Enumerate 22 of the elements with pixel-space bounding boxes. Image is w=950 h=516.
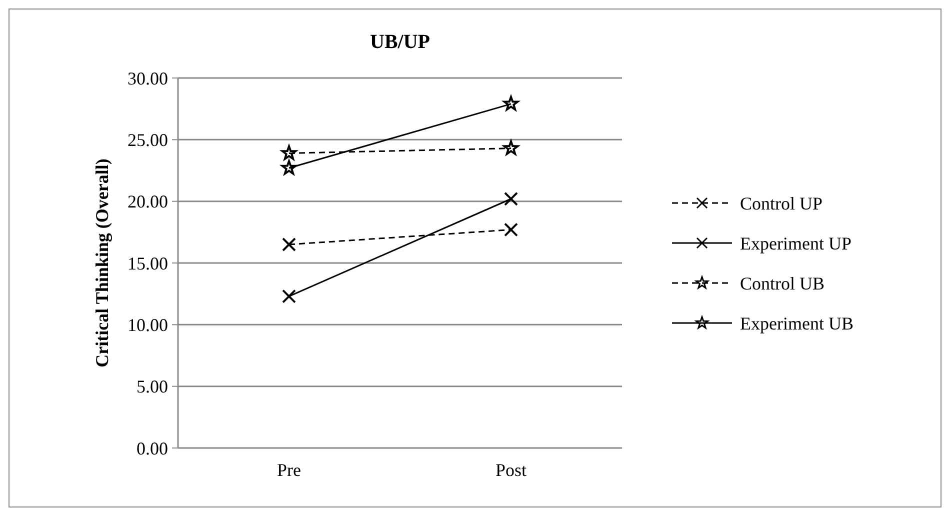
- legend-label: Control UP: [740, 193, 823, 214]
- x-tick-label: Post: [495, 460, 527, 480]
- point: [504, 192, 518, 206]
- y-axis-title: Critical Thinking (Overall): [92, 158, 112, 368]
- y-tick-label: 10.00: [128, 314, 168, 335]
- y-tick-label: 25.00: [128, 130, 168, 150]
- chart-title: UB/UP: [370, 31, 430, 53]
- point: [282, 289, 296, 304]
- point: [503, 140, 519, 155]
- legend-label: Control UB: [740, 273, 825, 294]
- legend-label: Experiment UB: [740, 313, 854, 334]
- point: [281, 145, 297, 160]
- y-tick-label: 20.00: [128, 192, 168, 212]
- y-tick-label: 15.00: [128, 253, 168, 274]
- x-tick-label: Pre: [277, 460, 302, 480]
- y-tick-label: 0.00: [136, 438, 168, 458]
- y-tick-label: 30.00: [128, 68, 168, 88]
- y-tick-label: 5.00: [136, 376, 168, 397]
- point: [503, 96, 519, 111]
- legend-label: Experiment UP: [740, 233, 852, 254]
- point: [504, 222, 518, 237]
- point: [282, 238, 296, 252]
